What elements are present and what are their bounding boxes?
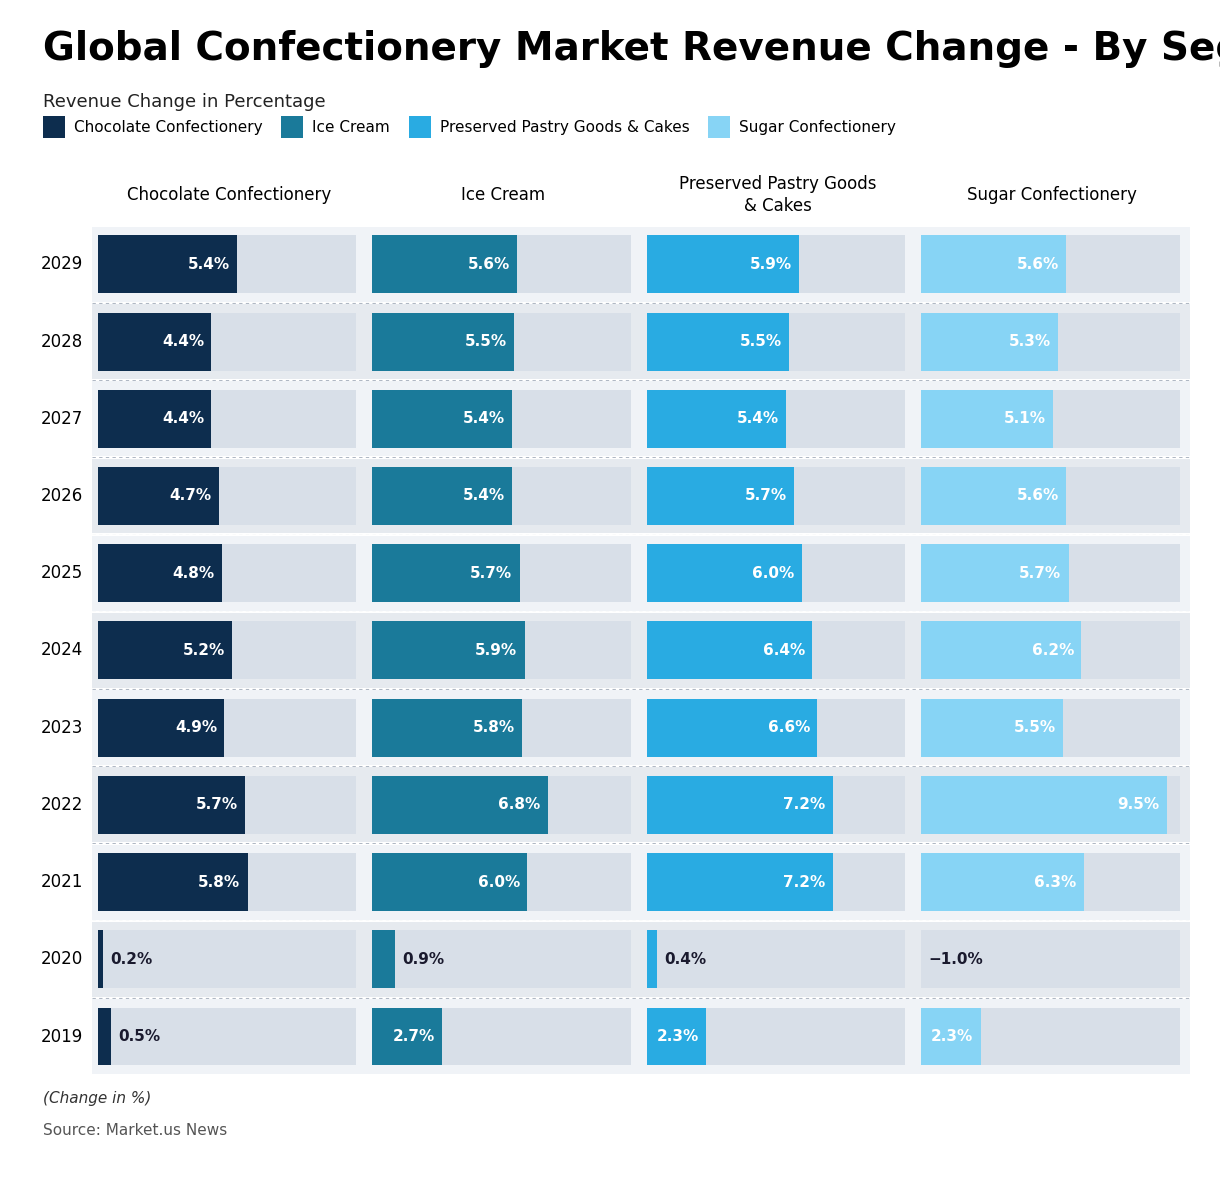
Text: Chocolate Confectionery: Chocolate Confectionery — [74, 120, 264, 134]
Text: 2019: 2019 — [40, 1028, 83, 1045]
Text: 5.1%: 5.1% — [1004, 411, 1046, 426]
Text: Ice Cream: Ice Cream — [461, 185, 545, 204]
Text: 5.9%: 5.9% — [750, 257, 792, 272]
Text: 5.2%: 5.2% — [183, 643, 224, 658]
Text: 6.2%: 6.2% — [1032, 643, 1074, 658]
Text: Sugar Confectionery: Sugar Confectionery — [967, 185, 1137, 204]
Text: (Change in %): (Change in %) — [43, 1091, 151, 1106]
Text: 5.7%: 5.7% — [744, 488, 787, 504]
Text: 5.6%: 5.6% — [467, 257, 510, 272]
Text: 5.6%: 5.6% — [1016, 257, 1059, 272]
Text: 2028: 2028 — [40, 333, 83, 350]
Text: 2025: 2025 — [40, 564, 83, 582]
Text: 0.4%: 0.4% — [664, 952, 706, 967]
Text: −1.0%: −1.0% — [928, 952, 983, 967]
Text: 0.9%: 0.9% — [403, 952, 445, 967]
Text: 4.9%: 4.9% — [174, 720, 217, 735]
Text: 4.8%: 4.8% — [172, 565, 215, 581]
Text: 5.9%: 5.9% — [476, 643, 517, 658]
Text: 2027: 2027 — [40, 410, 83, 428]
Text: 4.7%: 4.7% — [170, 488, 212, 504]
Text: 6.6%: 6.6% — [767, 720, 810, 735]
Text: 2024: 2024 — [40, 642, 83, 659]
Text: 6.0%: 6.0% — [478, 874, 520, 890]
Text: 5.3%: 5.3% — [1009, 334, 1050, 349]
Text: 5.5%: 5.5% — [465, 334, 508, 349]
Text: 2021: 2021 — [40, 873, 83, 891]
Text: Source: Market.us News: Source: Market.us News — [43, 1123, 227, 1138]
Text: 4.4%: 4.4% — [162, 334, 204, 349]
Text: 0.5%: 0.5% — [118, 1029, 160, 1044]
Text: 5.4%: 5.4% — [462, 411, 504, 426]
Text: 2.7%: 2.7% — [393, 1029, 434, 1044]
Text: 5.7%: 5.7% — [1019, 565, 1061, 581]
Text: 5.4%: 5.4% — [737, 411, 778, 426]
Text: 2022: 2022 — [40, 796, 83, 814]
Text: 4.4%: 4.4% — [162, 411, 204, 426]
Text: 6.3%: 6.3% — [1035, 874, 1077, 890]
Text: 6.4%: 6.4% — [762, 643, 805, 658]
Text: 2029: 2029 — [40, 255, 83, 273]
Text: 5.5%: 5.5% — [739, 334, 782, 349]
Text: Revenue Change in Percentage: Revenue Change in Percentage — [43, 93, 326, 110]
Text: 2.3%: 2.3% — [656, 1029, 699, 1044]
Text: 2.3%: 2.3% — [931, 1029, 974, 1044]
Text: 6.8%: 6.8% — [499, 797, 540, 813]
Text: 6.0%: 6.0% — [753, 565, 794, 581]
Text: 5.7%: 5.7% — [470, 565, 512, 581]
Text: 5.8%: 5.8% — [198, 874, 240, 890]
Text: Preserved Pastry Goods & Cakes: Preserved Pastry Goods & Cakes — [440, 120, 691, 134]
Text: Ice Cream: Ice Cream — [312, 120, 390, 134]
Text: 2020: 2020 — [40, 950, 83, 968]
Text: 5.4%: 5.4% — [462, 488, 504, 504]
Text: 7.2%: 7.2% — [783, 874, 826, 890]
Text: Global Confectionery Market Revenue Change - By Segment: Global Confectionery Market Revenue Chan… — [43, 30, 1220, 68]
Text: 5.4%: 5.4% — [188, 257, 229, 272]
Text: Sugar Confectionery: Sugar Confectionery — [739, 120, 897, 134]
Text: 2026: 2026 — [40, 487, 83, 505]
Text: 5.7%: 5.7% — [195, 797, 238, 813]
Text: Preserved Pastry Goods
& Cakes: Preserved Pastry Goods & Cakes — [680, 175, 876, 215]
Text: 5.6%: 5.6% — [1016, 488, 1059, 504]
Text: 0.2%: 0.2% — [110, 952, 152, 967]
Text: 5.8%: 5.8% — [472, 720, 515, 735]
Text: 9.5%: 9.5% — [1118, 797, 1159, 813]
Text: 7.2%: 7.2% — [783, 797, 826, 813]
Text: Chocolate Confectionery: Chocolate Confectionery — [127, 185, 331, 204]
Text: 5.5%: 5.5% — [1014, 720, 1057, 735]
Text: 2023: 2023 — [40, 719, 83, 737]
